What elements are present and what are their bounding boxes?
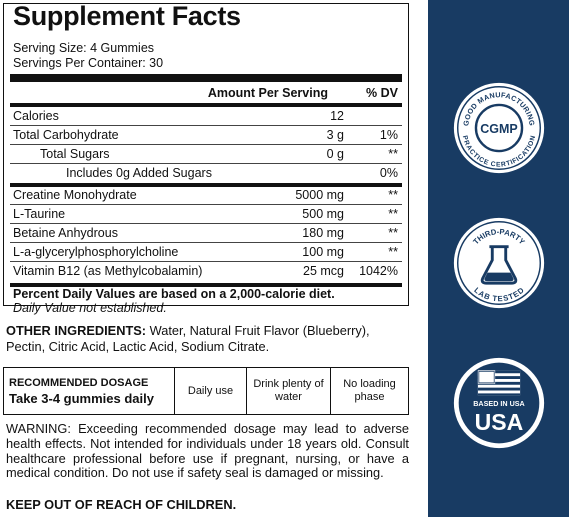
medium-rule <box>10 283 402 287</box>
other-ingredients-label: OTHER INGREDIENTS: <box>6 323 147 338</box>
facts-row: Includes 0g Added Sugars 0% <box>66 166 398 180</box>
us-flag-icon <box>477 370 521 396</box>
facts-row: Total Carbohydrate 3 g 1% <box>10 126 402 145</box>
dosage-cell-loading: No loading phase <box>343 378 396 403</box>
dv-not-established-note: Daily Value not established. <box>13 301 167 315</box>
dv-footnote: Percent Daily Values are based on a 2,00… <box>13 287 335 301</box>
other-ingredients-text: Water, Natural Fruit Flavor (Blueberry),… <box>6 323 370 354</box>
usa-badge-icon: BASED IN USA USA <box>453 357 545 449</box>
servings-per-container: Servings Per Container: 30 <box>13 56 164 70</box>
dosage-cell-daily-use: Daily use <box>175 368 247 414</box>
recommended-dosage-label: RECOMMENDED DOSAGE <box>9 377 149 389</box>
recommended-dosage-value: Take 3-4 gummies daily <box>9 391 154 406</box>
cgmp-badge-icon: GOOD MANUFACTURING PRACTICE CERTIFICATIO… <box>453 82 545 174</box>
facts-title: Supplement Facts <box>13 1 241 31</box>
keep-out-notice: KEEP OUT OF REACH OF CHILDREN. <box>6 497 237 512</box>
usa-line1: BASED IN USA <box>473 399 525 408</box>
facts-row: Vitamin B12 (as Methylcobalamin) 25 mcg … <box>13 264 398 278</box>
medium-rule <box>10 183 402 187</box>
serving-size: Serving Size: 4 Gummies <box>13 41 155 55</box>
facts-row: Creatine Monohydrate 5000 mg ** <box>10 186 402 205</box>
thick-rule <box>10 74 402 82</box>
medium-rule <box>10 103 402 107</box>
dosage-cell-water: Drink plenty of water <box>247 368 331 414</box>
recommended-dosage-cell: RECOMMENDED DOSAGE Take 3-4 gummies dail… <box>4 368 175 414</box>
amount-per-serving-header: Amount Per Serving <box>207 86 328 100</box>
facts-row: Calories 12 <box>10 107 402 126</box>
supplement-facts-panel: Supplement Facts Serving Size: 4 Gummies… <box>3 1 409 315</box>
lab-tested-badge-icon: THIRD-PARTY LAB TESTED <box>453 217 545 309</box>
other-ingredients: OTHER INGREDIENTS: Water, Natural Fruit … <box>6 323 406 355</box>
facts-row: Betaine Anhydrous 180 mg ** <box>10 224 402 243</box>
facts-row: Total Sugars 0 g ** <box>10 145 402 164</box>
facts-row: L-a-glycerylphosphorylcholine 100 mg ** <box>10 243 402 262</box>
flask-icon <box>480 245 518 285</box>
usa-line2: USA <box>475 409 524 435</box>
dv-header: % DV <box>366 86 398 100</box>
facts-row: L-Taurine 500 mg ** <box>10 205 402 224</box>
warning-text: WARNING: Exceeding recommended dosage ma… <box>6 421 409 481</box>
dosage-table: RECOMMENDED DOSAGE Take 3-4 gummies dail… <box>3 367 409 415</box>
cgmp-center-text: CGMP <box>480 122 517 136</box>
